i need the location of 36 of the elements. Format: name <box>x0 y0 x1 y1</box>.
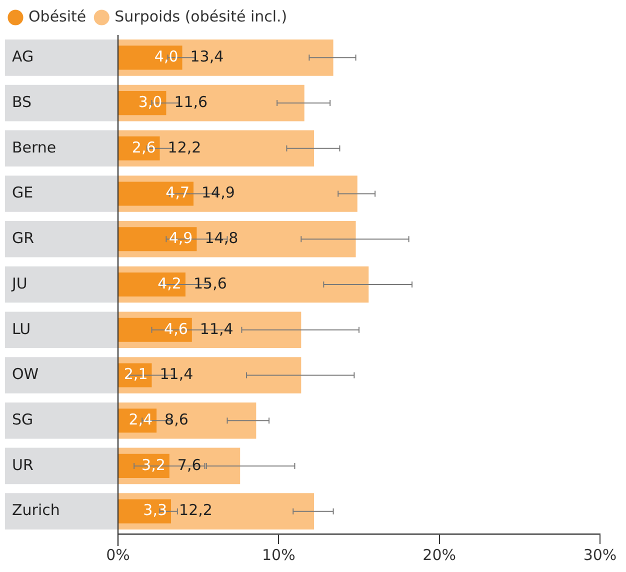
data-label: 2,4 <box>128 410 153 428</box>
y-tick-label: BS <box>12 92 32 111</box>
y-tick-label: Zurich <box>12 501 60 520</box>
x-tick-label: 20% <box>422 546 456 564</box>
data-label: 4,6 <box>164 320 188 338</box>
x-tick-label: 10% <box>262 546 296 564</box>
data-label: 4,0 <box>154 48 178 66</box>
data-label: 3,0 <box>138 92 162 111</box>
y-tick-label: SG <box>12 410 34 428</box>
legend-label: Surpoids (obésité incl.) <box>114 7 288 26</box>
data-label: 2,1 <box>124 365 148 384</box>
data-label: 3,3 <box>143 501 168 520</box>
x-tick-label: 30% <box>583 546 617 564</box>
y-tick-label: GR <box>12 229 34 248</box>
y-tick-label: LU <box>12 320 31 338</box>
data-label: 8,6 <box>164 410 188 428</box>
y-tick-label: JU <box>11 274 28 292</box>
data-label: 11,6 <box>174 92 208 111</box>
legend-label: Obésité <box>28 7 86 26</box>
data-label: 12,2 <box>168 138 202 156</box>
x-tick-label: 0% <box>106 546 130 564</box>
y-tick-label: Berne <box>12 138 56 156</box>
data-label: 4,9 <box>168 229 193 248</box>
data-label: 11,4 <box>160 365 194 384</box>
y-tick-label: AG <box>12 48 34 66</box>
data-label: 3,2 <box>142 456 166 474</box>
y-tick-label: GE <box>12 184 34 202</box>
data-label: 15,6 <box>193 274 227 292</box>
data-label: 14,9 <box>202 184 235 202</box>
y-tick-label: OW <box>12 365 39 384</box>
data-label: 4,7 <box>166 184 190 202</box>
data-label: 13,4 <box>190 48 224 66</box>
y-tick-label: UR <box>12 456 34 474</box>
data-label: 4,2 <box>158 274 182 292</box>
data-label: 2,6 <box>132 138 156 156</box>
data-label: 12,2 <box>179 501 212 520</box>
